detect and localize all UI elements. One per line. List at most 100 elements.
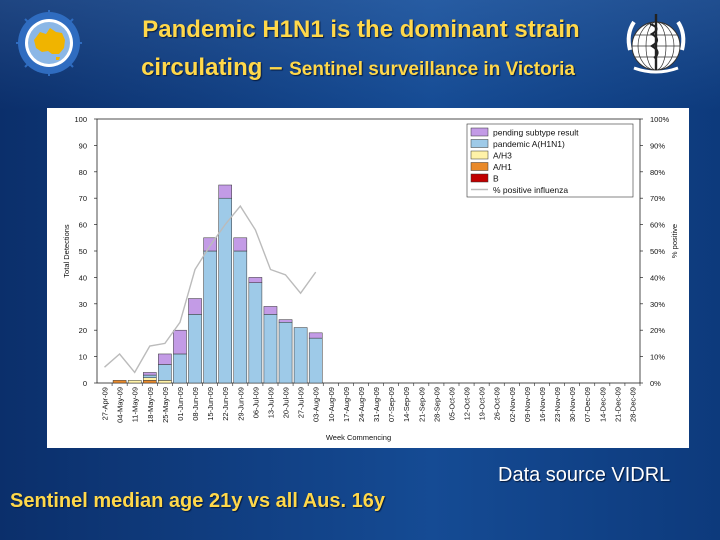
percent-positive-line xyxy=(104,204,317,374)
who-emblem xyxy=(626,14,686,74)
y2-tick-label: 90% xyxy=(650,141,665,150)
x-tick-label: 27-Jul-09 xyxy=(297,387,306,418)
x-tick-label: 31-Aug-09 xyxy=(372,387,381,422)
legend-swatch xyxy=(470,127,489,137)
x-tick-label: 30-Nov-09 xyxy=(568,387,577,422)
y2-tick-label: 60% xyxy=(650,221,665,230)
x-tick-label: 24-Aug-09 xyxy=(357,387,366,422)
y2-tick-label: 80% xyxy=(650,168,665,177)
y-tick-label: 20 xyxy=(79,326,87,335)
chart-panel: 0 10 20 30 40 50 60 70 80 90 100 0% 10% 20% 30% 40% 50% 6… xyxy=(47,108,689,448)
x-tick-label: 02-Nov-09 xyxy=(508,387,517,422)
bar-pending-subtype-result xyxy=(173,329,187,355)
title-part-1: circulating – xyxy=(141,54,290,81)
y-tick-label: 70 xyxy=(79,194,87,203)
bar-pending-subtype-result xyxy=(263,306,278,315)
legend-swatch xyxy=(470,162,489,171)
y-tick-label: 40 xyxy=(79,273,87,282)
bar-pending-subtype-result xyxy=(233,237,248,252)
x-tick-label: 22-Jun-09 xyxy=(221,387,230,421)
x-tick-label: 26-Oct-09 xyxy=(493,387,502,420)
bar-pandemic-a-h1n1- xyxy=(158,364,172,381)
bar-pending-subtype-result xyxy=(143,372,157,376)
x-tick-label: 19-Oct-09 xyxy=(478,387,487,420)
y2-tick-label: 0% xyxy=(650,379,661,388)
x-tick-label: 20-Jul-09 xyxy=(282,387,291,418)
bar-pandemic-a-h1n1- xyxy=(278,322,293,384)
bar-pending-subtype-result xyxy=(188,298,202,315)
legend-swatch xyxy=(470,150,489,160)
x-tick-label: 13-Jul-09 xyxy=(266,387,275,418)
y-tick-label: 100 xyxy=(74,115,87,124)
y2-tick-label: 100% xyxy=(650,115,670,124)
x-tick-label: 29-Jun-09 xyxy=(236,387,245,421)
x-tick-label: 16-Nov-09 xyxy=(538,387,547,422)
y2-tick-label: 40% xyxy=(650,273,665,282)
y2-tick-label: 10% xyxy=(650,353,665,362)
legend-label: B xyxy=(493,174,499,184)
x-tick-label: 12-Oct-09 xyxy=(463,387,472,420)
y2-tick-label: 50% xyxy=(650,247,665,256)
bar-pandemic-a-h1n1- xyxy=(143,374,157,378)
legend-swatch xyxy=(470,173,489,183)
y-tick-label: 10 xyxy=(79,353,87,362)
y-tick-label: 0 xyxy=(83,379,87,388)
bar-a-h3 xyxy=(158,380,172,384)
bar-pending-subtype-result xyxy=(308,332,323,339)
bar-pending-subtype-result xyxy=(158,353,172,365)
bar-pandemic-a-h1n1- xyxy=(218,197,233,384)
x-tick-label: 15-Jun-09 xyxy=(206,387,215,421)
legend-swatch xyxy=(470,139,489,148)
x-tick-label: 21-Sep-09 xyxy=(417,387,426,422)
y-axis-title: Total Detections xyxy=(62,224,71,278)
bar-pending-subtype-result xyxy=(218,184,233,199)
bar-a-h1 xyxy=(143,380,157,384)
y2-tick-label: 30% xyxy=(650,300,665,309)
x-tick-label: 01-Jun-09 xyxy=(176,387,185,421)
x-tick-label: 23-Nov-09 xyxy=(553,387,562,422)
data-source-note: Data source VIDRL xyxy=(498,464,671,486)
bar-pandemic-a-h1n1- xyxy=(308,337,323,384)
y2-tick-label: 70% xyxy=(650,194,665,203)
y-tick-label: 50 xyxy=(79,247,87,256)
x-tick-label: 14-Dec-09 xyxy=(598,387,607,422)
bar-pandemic-a-h1n1- xyxy=(188,314,202,384)
x-tick-label: 09-Nov-09 xyxy=(523,387,532,422)
slide-title-line-1: Pandemic H1N1 is the dominant strain xyxy=(142,16,580,43)
legend-label: pandemic A(H1N1) xyxy=(493,139,565,149)
x-tick-label: 27-Apr-09 xyxy=(101,387,110,420)
bar-pandemic-a-h1n1- xyxy=(233,250,248,384)
bar-pandemic-a-h1n1- xyxy=(203,250,217,384)
y-tick-label: 90 xyxy=(79,141,87,150)
bar-pandemic-a-h1n1- xyxy=(293,327,308,384)
bar-pending-subtype-result xyxy=(248,277,263,283)
x-tick-label: 18-May-09 xyxy=(146,387,155,423)
slide-title-line-2: circulating – Sentinel surveillance in V… xyxy=(78,56,638,83)
y2-axis-title: % positive xyxy=(670,224,679,258)
x-tick-label: 21-Dec-09 xyxy=(613,387,622,422)
y-tick-label: 60 xyxy=(79,221,87,230)
x-axis-title: Week Commencing xyxy=(326,433,391,442)
chart: 0 10 20 30 40 50 60 70 80 90 100 0% 10% 20% 30% 40% 50% 6… xyxy=(62,115,679,442)
bar-a-h3 xyxy=(127,380,142,384)
x-tick-label: 17-Aug-09 xyxy=(342,387,351,422)
x-tick-label: 10-Aug-09 xyxy=(327,387,336,422)
x-tick-label: 07-Dec-09 xyxy=(583,387,592,422)
bar-a-h1 xyxy=(112,380,127,384)
australian-surveillance-logo xyxy=(16,10,82,76)
median-age-note: Sentinel median age 21y vs all Aus. 16y xyxy=(10,490,385,512)
x-tick-label: 25-May-09 xyxy=(161,387,170,423)
legend-label: pending subtype result xyxy=(493,128,579,138)
y-tick-label: 30 xyxy=(79,300,87,309)
bar-pending-subtype-result xyxy=(278,319,293,323)
x-tick-label: 28-Sep-09 xyxy=(432,387,441,422)
title-part-2: Sentinel surveillance in Victoria xyxy=(289,59,575,80)
x-tick-label: 05-Oct-09 xyxy=(447,387,456,420)
x-tick-label: 14-Sep-09 xyxy=(402,387,411,422)
x-tick-label: 04-May-09 xyxy=(116,387,125,423)
bar-pandemic-a-h1n1- xyxy=(173,353,187,384)
legend-label: % positive influenza xyxy=(493,185,568,195)
bar-a-h3 xyxy=(143,377,157,381)
x-tick-label: 28-Dec-09 xyxy=(628,387,637,422)
legend-label: A/H1 xyxy=(493,162,512,172)
